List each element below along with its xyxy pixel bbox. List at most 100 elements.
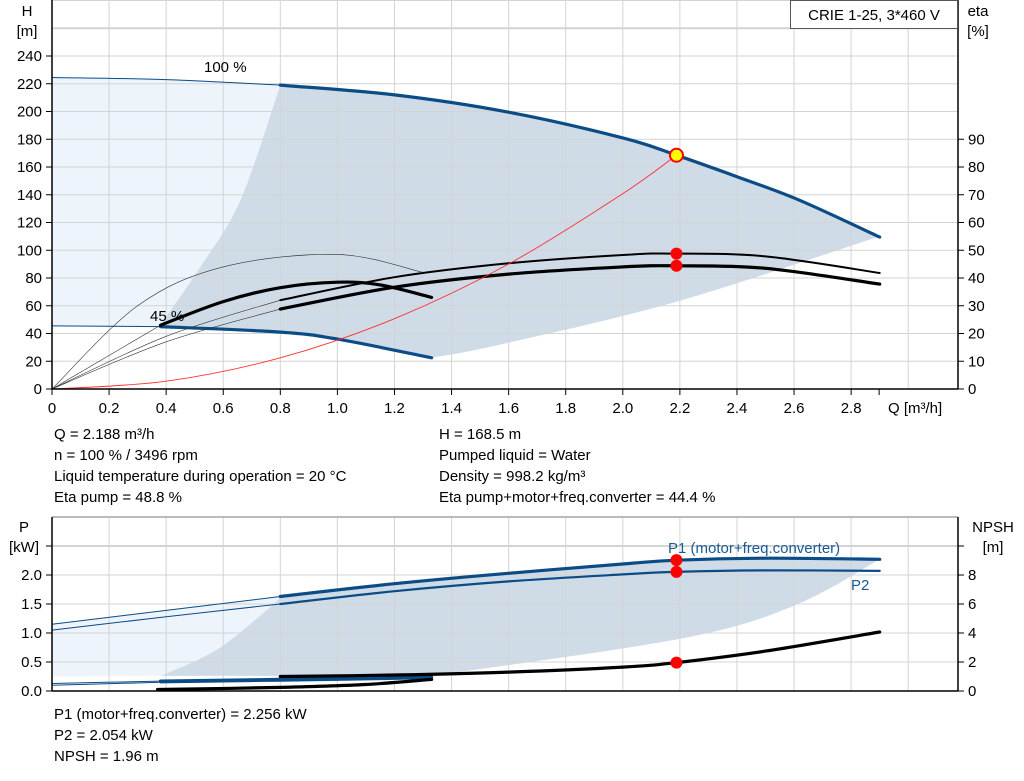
title-box xyxy=(790,0,958,29)
curve-p2_45-thin xyxy=(51,681,161,686)
x-tick-label: 2.2 xyxy=(669,400,690,417)
curve-eta_total_45 xyxy=(158,280,434,327)
x-tick-label: 0 xyxy=(48,400,56,417)
y2-tick-label: 0 xyxy=(968,683,976,700)
info-top-right: H = 168.5 m Pumped liquid = Water Densit… xyxy=(439,424,715,508)
y2-tick-label: 2 xyxy=(968,654,976,671)
operating-range-dark xyxy=(160,85,880,358)
curve-p1_45-thin xyxy=(51,680,161,684)
y-tick-label: 220 xyxy=(17,76,42,93)
x-tick-label: 1.8 xyxy=(555,400,576,417)
y2-tick-label: 60 xyxy=(968,215,985,232)
y2-axis-unit-npsh: [m] xyxy=(983,539,1004,556)
x-tick-label: 0.4 xyxy=(156,400,177,417)
info-npsh: NPSH = 1.96 m xyxy=(54,748,159,765)
y2-tick-label: 50 xyxy=(968,242,985,259)
x-axis-label: Q [m³/h] xyxy=(888,400,942,417)
y2-tick-label: 20 xyxy=(968,326,985,343)
curve-head_45-thin xyxy=(51,325,161,328)
duty-p1-point xyxy=(670,554,683,567)
y2-tick-label: 80 xyxy=(968,159,985,176)
y-tick-label: 0 xyxy=(34,381,42,398)
curve-npsh_45 xyxy=(156,677,434,692)
y2-axis-label-npsh: NPSH xyxy=(972,519,1014,536)
y2-tick-label: 10 xyxy=(968,353,985,370)
curve-p2_100-thin xyxy=(51,603,281,631)
x-tick-label: 2.0 xyxy=(612,400,633,417)
p2-curve-label: P2 xyxy=(851,577,869,594)
x-tick-label: 1.4 xyxy=(441,400,462,417)
curve-eta_total_100-thin xyxy=(51,308,281,390)
info-p2: P2 = 2.054 kW xyxy=(54,727,153,744)
curve-p1_45 xyxy=(158,675,434,683)
top-grid xyxy=(51,0,958,390)
x-tick-label: 2.8 xyxy=(841,400,862,417)
y2-axis-unit-eta: [%] xyxy=(967,23,989,40)
x-tick-label: 1.6 xyxy=(498,400,519,417)
y2-tick-label: 30 xyxy=(968,298,985,315)
x-tick-label: 2.6 xyxy=(784,400,805,417)
x-tick-label: 1.2 xyxy=(384,400,405,417)
y-tick-label: 0.0 xyxy=(21,683,42,700)
y-axis-unit-h: [m] xyxy=(17,23,38,40)
top-axes: 0 20 40 60 80 100 120 140 160 180 200 220 240 0 10 20 30… xyxy=(17,0,985,417)
y-axis-unit-p: [kW] xyxy=(9,539,39,556)
duty-p2-point xyxy=(670,565,683,578)
curve-eta_total_45-thin xyxy=(51,324,161,390)
y-tick-label: 20 xyxy=(25,353,42,370)
info-head: H = 168.5 m xyxy=(439,426,522,443)
info-liquid-temp: Liquid temperature during operation = 20… xyxy=(54,468,347,485)
curve-p2_100 xyxy=(279,569,881,606)
curve-p1_100 xyxy=(278,556,882,599)
y2-tick-label: 6 xyxy=(968,596,976,613)
x-tick-label: 1.0 xyxy=(327,400,348,417)
y2-tick-label: 70 xyxy=(968,187,985,204)
y-tick-label: 120 xyxy=(17,215,42,232)
y-tick-label: 100 xyxy=(17,242,42,259)
y-tick-label: 160 xyxy=(17,159,42,176)
operating-range-dark xyxy=(160,558,880,676)
y-tick-label: 240 xyxy=(17,48,42,65)
annotation-45-percent: 45 % xyxy=(150,308,184,325)
y-tick-label: 0.5 xyxy=(21,654,42,671)
chart-title: CRIE 1-25, 3*460 V xyxy=(808,7,940,24)
info-flow: Q = 2.188 m³/h xyxy=(54,426,155,443)
y-tick-label: 140 xyxy=(17,187,42,204)
info-eta-pump: Eta pump = 48.8 % xyxy=(54,489,182,506)
top-curves xyxy=(51,77,882,390)
duty-eta-total-point xyxy=(670,259,683,272)
y2-tick-label: 40 xyxy=(968,270,985,287)
curve-eta_pump_100 xyxy=(279,252,881,302)
info-p1: P1 (motor+freq.converter) = 2.256 kW xyxy=(54,706,307,723)
y-axis-label-p: P xyxy=(19,519,29,536)
x-tick-label: 0.2 xyxy=(99,400,120,417)
info-density: Density = 998.2 kg/m³ xyxy=(439,468,586,485)
y2-axis-label-eta: eta xyxy=(968,3,990,20)
curve-system_curve-thin xyxy=(51,154,677,390)
y2-tick-label: 8 xyxy=(968,567,976,584)
y-tick-label: 180 xyxy=(17,131,42,148)
x-tick-label: 2.4 xyxy=(727,400,748,417)
curve-head_100 xyxy=(278,83,882,239)
bottom-axes: 0.0 0.5 1.0 1.5 2.0 0 2 4 6 8 xyxy=(21,517,976,700)
y2-tick-label: 4 xyxy=(968,625,976,642)
duty-head-point xyxy=(668,147,684,163)
info-top-left: Q = 2.188 m³/h n = 100 % / 3496 rpm Liqu… xyxy=(54,424,346,508)
info-speed: n = 100 % / 3496 rpm xyxy=(54,447,198,464)
y-tick-label: 40 xyxy=(25,326,42,343)
info-pumped-liquid: Pumped liquid = Water xyxy=(439,447,591,464)
curve-eta_pump_45-thin xyxy=(51,253,424,390)
bottom-curves xyxy=(51,554,882,692)
curve-p2_45 xyxy=(159,677,433,684)
curve-head_100-thin xyxy=(51,77,281,86)
curve-npsh_100 xyxy=(278,630,882,679)
y-tick-label: 60 xyxy=(25,298,42,315)
y-axis-label-h: H xyxy=(22,3,33,20)
duty-eta-pump-point xyxy=(670,247,683,260)
p1-curve-label: P1 (motor+freq.converter) xyxy=(668,540,840,557)
x-tick-label: 0.6 xyxy=(213,400,234,417)
curve-eta_pump_100-thin xyxy=(51,299,281,390)
y2-tick-label: 90 xyxy=(968,131,985,148)
info-bottom: P1 (motor+freq.converter) = 2.256 kW P2 … xyxy=(54,704,307,767)
